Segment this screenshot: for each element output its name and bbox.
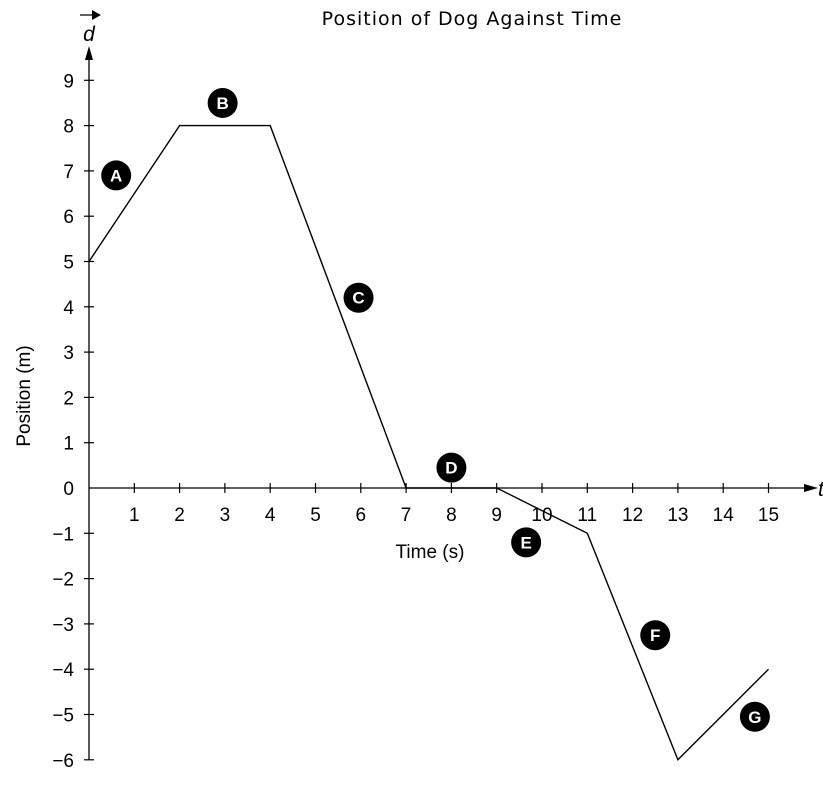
x-axis-variable: t: [818, 478, 823, 501]
y-ticks: 9 8 7 6 5 4 3 2 1 0 −1 −2 −3 −4 −5 −6: [52, 71, 94, 772]
y-axis-variable: d: [83, 23, 96, 46]
x-tick-label-2: 2: [174, 505, 185, 526]
y-axis-arrowhead: [85, 46, 93, 60]
segment-letter-e: E: [520, 533, 531, 552]
x-tick-label-12: 12: [622, 505, 643, 526]
y-tick-label-neg1: −1: [52, 524, 74, 545]
segment-badge-g: [739, 701, 770, 732]
segment-badge-d: [436, 452, 467, 483]
y-tick-label-2: 2: [63, 388, 74, 409]
x-ticks: 1 2 3 4 5 6 7 8 9 10 11 12 13 14 15: [129, 483, 779, 526]
segment-label-g: G: [739, 701, 770, 732]
segment-letter-d: D: [445, 459, 457, 478]
y-tick-label-7: 7: [63, 162, 74, 183]
x-tick-label-6: 6: [356, 505, 367, 526]
y-axis: d Position (m): [14, 10, 101, 760]
x-tick-label-9: 9: [491, 505, 502, 526]
x-axis-title: Time (s): [396, 542, 465, 563]
x-tick-label-11: 11: [577, 505, 597, 526]
segment-label-e: E: [511, 527, 542, 558]
segment-label-a: A: [101, 160, 132, 191]
y-tick-label-0: 0: [63, 479, 74, 500]
segment-letter-b: B: [216, 94, 228, 113]
y-tick-label-6: 6: [63, 207, 74, 228]
x-axis-arrowhead: [804, 484, 818, 492]
chart-title: Position of Dog Against Time: [322, 8, 623, 30]
x-tick-label-10: 10: [531, 505, 552, 526]
segment-badge-e: [511, 527, 542, 558]
y-tick-label-neg3: −3: [52, 615, 74, 636]
segment-badge-b: [207, 87, 238, 118]
segment-letter-a: A: [110, 166, 122, 185]
x-tick-label-7: 7: [401, 505, 412, 526]
y-tick-label-5: 5: [63, 253, 74, 274]
segment-label-d: D: [436, 452, 467, 483]
x-tick-label-5: 5: [310, 505, 321, 526]
x-tick-label-4: 4: [265, 505, 276, 526]
y-axis-title: Position (m): [14, 345, 35, 446]
segment-label-c: C: [343, 282, 374, 313]
x-tick-label-1: 1: [129, 505, 140, 526]
x-tick-label-14: 14: [713, 505, 735, 526]
series-line: [88, 124, 769, 762]
segment-label-f: F: [640, 620, 671, 651]
y-tick-label-3: 3: [63, 343, 74, 364]
y-tick-label-8: 8: [63, 117, 74, 138]
segment-label-b: B: [207, 87, 238, 118]
y-tick-label-1: 1: [63, 434, 74, 455]
y-tick-label-9: 9: [63, 71, 74, 92]
y-tick-label-neg2: −2: [52, 570, 74, 591]
x-tick-label-8: 8: [446, 505, 457, 526]
y-tick-label-neg5: −5: [52, 706, 74, 727]
y-tick-label-neg6: −6: [52, 751, 74, 772]
y-tick-label-4: 4: [63, 298, 74, 319]
x-tick-label-3: 3: [220, 505, 231, 526]
segment-labels: A B C D E F G: [101, 87, 770, 732]
segment-badge-c: [343, 282, 374, 313]
segment-badge-f: [640, 620, 671, 651]
segment-letter-f: F: [650, 626, 660, 645]
x-tick-label-13: 13: [667, 505, 688, 526]
y-tick-label-neg4: −4: [52, 660, 74, 681]
x-tick-label-15: 15: [758, 505, 779, 526]
segment-letter-c: C: [352, 289, 364, 308]
segment-badge-a: [101, 160, 132, 191]
vector-arrowhead: [92, 10, 101, 20]
segment-letter-g: G: [748, 708, 761, 727]
